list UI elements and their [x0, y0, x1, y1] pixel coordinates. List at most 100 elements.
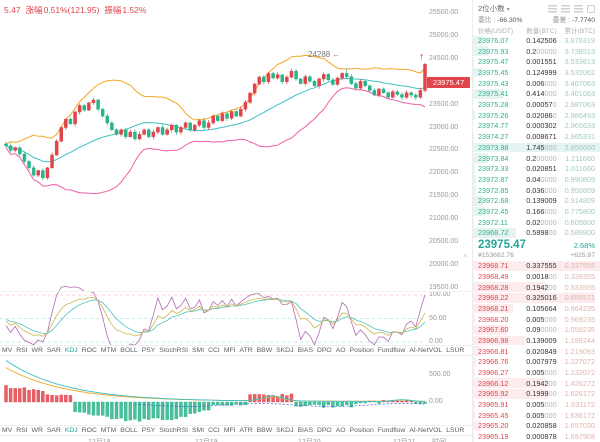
indicator-tab-bias[interactable]: BIAS [297, 427, 313, 434]
indicator-tab-bbw[interactable]: BBW [256, 347, 273, 354]
ask-row[interactable]: 23973.33 0.020851 1.011660 [473, 163, 600, 174]
bid-row[interactable]: 23968.22 0.325016 0.858571 [473, 292, 600, 303]
indicator-tab-fundflow[interactable]: Fundflow [377, 427, 406, 434]
indicator-tab-kdj[interactable]: KDJ [64, 347, 78, 354]
indicator-tab-roc[interactable]: ROC [81, 427, 97, 434]
bid-row[interactable]: 23968.21 0.105664 0.964235 [473, 303, 600, 314]
ask-row[interactable]: 23968.72 0.589800 0.589800 [473, 228, 600, 239]
bid-row[interactable]: 23966.81 0.020849 1.219093 [473, 346, 600, 357]
bid-row[interactable]: 23966.27 0.005000 1.232072 [473, 367, 600, 378]
indicator-tab-smi[interactable]: SMI [192, 427, 205, 434]
book-view-bids-icon[interactable] [574, 4, 583, 13]
indicator-tab-roc[interactable]: ROC [81, 347, 97, 354]
bid-row[interactable]: 23968.49 0.001800 0.339355 [473, 271, 600, 282]
ask-row[interactable]: 23972.45 0.166000 0.775800 [473, 206, 600, 217]
ask-row[interactable]: 23973.98 1.745000 2.956660 [473, 142, 600, 153]
indicator-tab-position[interactable]: Position [349, 347, 374, 354]
indicator-tab-psy[interactable]: PSY [141, 427, 156, 434]
bid-row[interactable]: 23965.19 0.000878 1.657908 [473, 431, 600, 442]
chevron-down-icon: ▾ [506, 7, 510, 13]
indicator-tab-ai-netvol[interactable]: AI-NetVOL [409, 427, 443, 434]
indicator-tab-wr[interactable]: WR [31, 347, 43, 354]
indicator-tab-atr[interactable]: ATR [239, 347, 253, 354]
bid-row[interactable]: 23965.91 0.005000 1.631172 [473, 399, 600, 410]
collapse-panel-icon[interactable]: ‹ [464, 250, 467, 260]
bid-row[interactable]: 23968.28 0.194200 0.533555 [473, 282, 600, 293]
bid-row[interactable]: 23967.60 0.090000 1.059235 [473, 324, 600, 335]
indicator-tab-ao[interactable]: AO [335, 427, 346, 434]
ask-row[interactable]: 23975.47 0.001551 3.533613 [473, 57, 600, 68]
ask-row[interactable]: 23972.85 0.036000 0.950809 [473, 185, 600, 196]
ask-row[interactable]: 23976.07 0.142506 3.876319 [473, 35, 600, 46]
indicator-tab-mfi[interactable]: MFI [223, 347, 236, 354]
bid-row[interactable]: 23966.98 0.139009 1.198244 [473, 335, 600, 346]
ask-row[interactable]: 23973.84 0.200000 1.211660 [473, 153, 600, 164]
ask-row[interactable]: 23974.27 0.008671 2.965331 [473, 131, 600, 142]
indicator-tab-lsur[interactable]: LSUR [446, 347, 465, 354]
book-view-both-icon[interactable] [548, 4, 557, 13]
indicator-tab-lsur[interactable]: LSUR [446, 427, 465, 434]
indicator-tab-position[interactable]: Position [349, 427, 374, 434]
indicator-tab-cci[interactable]: CCI [208, 347, 220, 354]
ask-row[interactable]: 23972.87 0.040000 0.990809 [473, 174, 600, 185]
indicator-tab-rsi[interactable]: RSI [16, 427, 28, 434]
bids-list: 23968.71 0.337555 0.337555 23968.49 0.001800… [473, 260, 600, 442]
indicator-tab-bbw[interactable]: BBW [256, 427, 273, 434]
bid-price-cell: 23965.92 [478, 389, 509, 399]
indicator-tab-fundflow[interactable]: Fundflow [377, 347, 406, 354]
indicator-tab-mv[interactable]: MV [2, 347, 13, 354]
indicator-tab-rsi[interactable]: RSI [16, 347, 28, 354]
bid-row[interactable]: 23968.20 0.005000 0.969235 [473, 314, 600, 325]
bid-row[interactable]: 23965.20 0.020858 1.657030 [473, 421, 600, 432]
indicator-tab-atr[interactable]: ATR [239, 427, 253, 434]
bid-row[interactable]: 23968.71 0.337555 0.337555 [473, 260, 600, 271]
ask-row[interactable]: 23975.43 0.006000 3.407063 [473, 78, 600, 89]
indicator-tab-dpo[interactable]: DPO [316, 427, 332, 434]
bid-row[interactable]: 23966.12 0.194200 1.426272 [473, 378, 600, 389]
indicator-tab-stochrsi[interactable]: StochRSI [159, 427, 189, 434]
decimals-dropdown[interactable]: 2位小数 ▾ [478, 4, 510, 13]
indicator-tab-smi[interactable]: SMI [192, 347, 205, 354]
ask-row[interactable]: 23975.26 0.020860 2.986493 [473, 110, 600, 121]
book-view-asks-icon[interactable] [561, 4, 570, 13]
expand-icon[interactable] [587, 4, 595, 13]
bid-amount-cell: 0.090000 [526, 325, 557, 335]
ask-row[interactable]: 23972.11 0.020000 0.609800 [473, 217, 600, 228]
indicator-tab-boll[interactable]: BOLL [120, 347, 138, 354]
indicator-tab-stochrsi[interactable]: StochRSI [159, 347, 189, 354]
ask-row[interactable]: 23974.77 0.000302 2.965633 [473, 121, 600, 132]
ask-row[interactable]: 23975.45 0.124999 3.532062 [473, 67, 600, 78]
charts-canvas[interactable] [0, 0, 472, 442]
ask-amount-cell: 0.000570 [526, 100, 557, 110]
indicator-tab-ao[interactable]: AO [335, 347, 346, 354]
indicator-tab-cci[interactable]: CCI [208, 427, 220, 434]
indicator-tab-mv[interactable]: MV [2, 427, 13, 434]
indicator-tab-mtm[interactable]: MTM [100, 347, 117, 354]
indicator-tab-psy[interactable]: PSY [141, 347, 156, 354]
bid-amount-cell: 0.194200 [526, 282, 557, 292]
indicator-tab-bias[interactable]: BIAS [297, 347, 313, 354]
indicator-tab-skdj[interactable]: SKDJ [276, 347, 294, 354]
bid-row[interactable]: 23965.92 0.199900 1.626172 [473, 389, 600, 400]
indicator-tab-wr[interactable]: WR [31, 427, 43, 434]
kdj-axis-label: 50.00 [429, 314, 447, 322]
ask-row[interactable]: 23975.28 0.000570 2.987063 [473, 99, 600, 110]
indicator-tab-kdj[interactable]: KDJ [64, 427, 78, 434]
indicator-tab-mfi[interactable]: MFI [223, 427, 236, 434]
ask-row[interactable]: 23972.68 0.139009 0.914809 [473, 195, 600, 206]
indicator-tab-sar[interactable]: SAR [46, 347, 61, 354]
ask-row[interactable]: 23975.41 0.414000 3.401063 [473, 89, 600, 100]
indicator-tab-ai-netvol[interactable]: AI-NetVOL [409, 347, 443, 354]
indicator-tab-mtm[interactable]: MTM [100, 427, 117, 434]
bid-row[interactable]: 23965.45 0.005000 1.636172 [473, 410, 600, 421]
ask-amount-cell: 0.139009 [526, 196, 557, 206]
ask-row[interactable]: 23975.93 0.200000 3.738513 [473, 46, 600, 57]
indicator-tab-dpo[interactable]: DPO [316, 347, 332, 354]
indicator-tab-boll[interactable]: BOLL [120, 427, 138, 434]
bid-price-cell: 23965.19 [478, 432, 509, 442]
indicator-tab-skdj[interactable]: SKDJ [276, 427, 294, 434]
ask-cumulative-cell: 2.987063 [564, 100, 595, 110]
indicator-tab-sar[interactable]: SAR [46, 427, 61, 434]
bid-row[interactable]: 23966.76 0.007979 1.227072 [473, 357, 600, 368]
